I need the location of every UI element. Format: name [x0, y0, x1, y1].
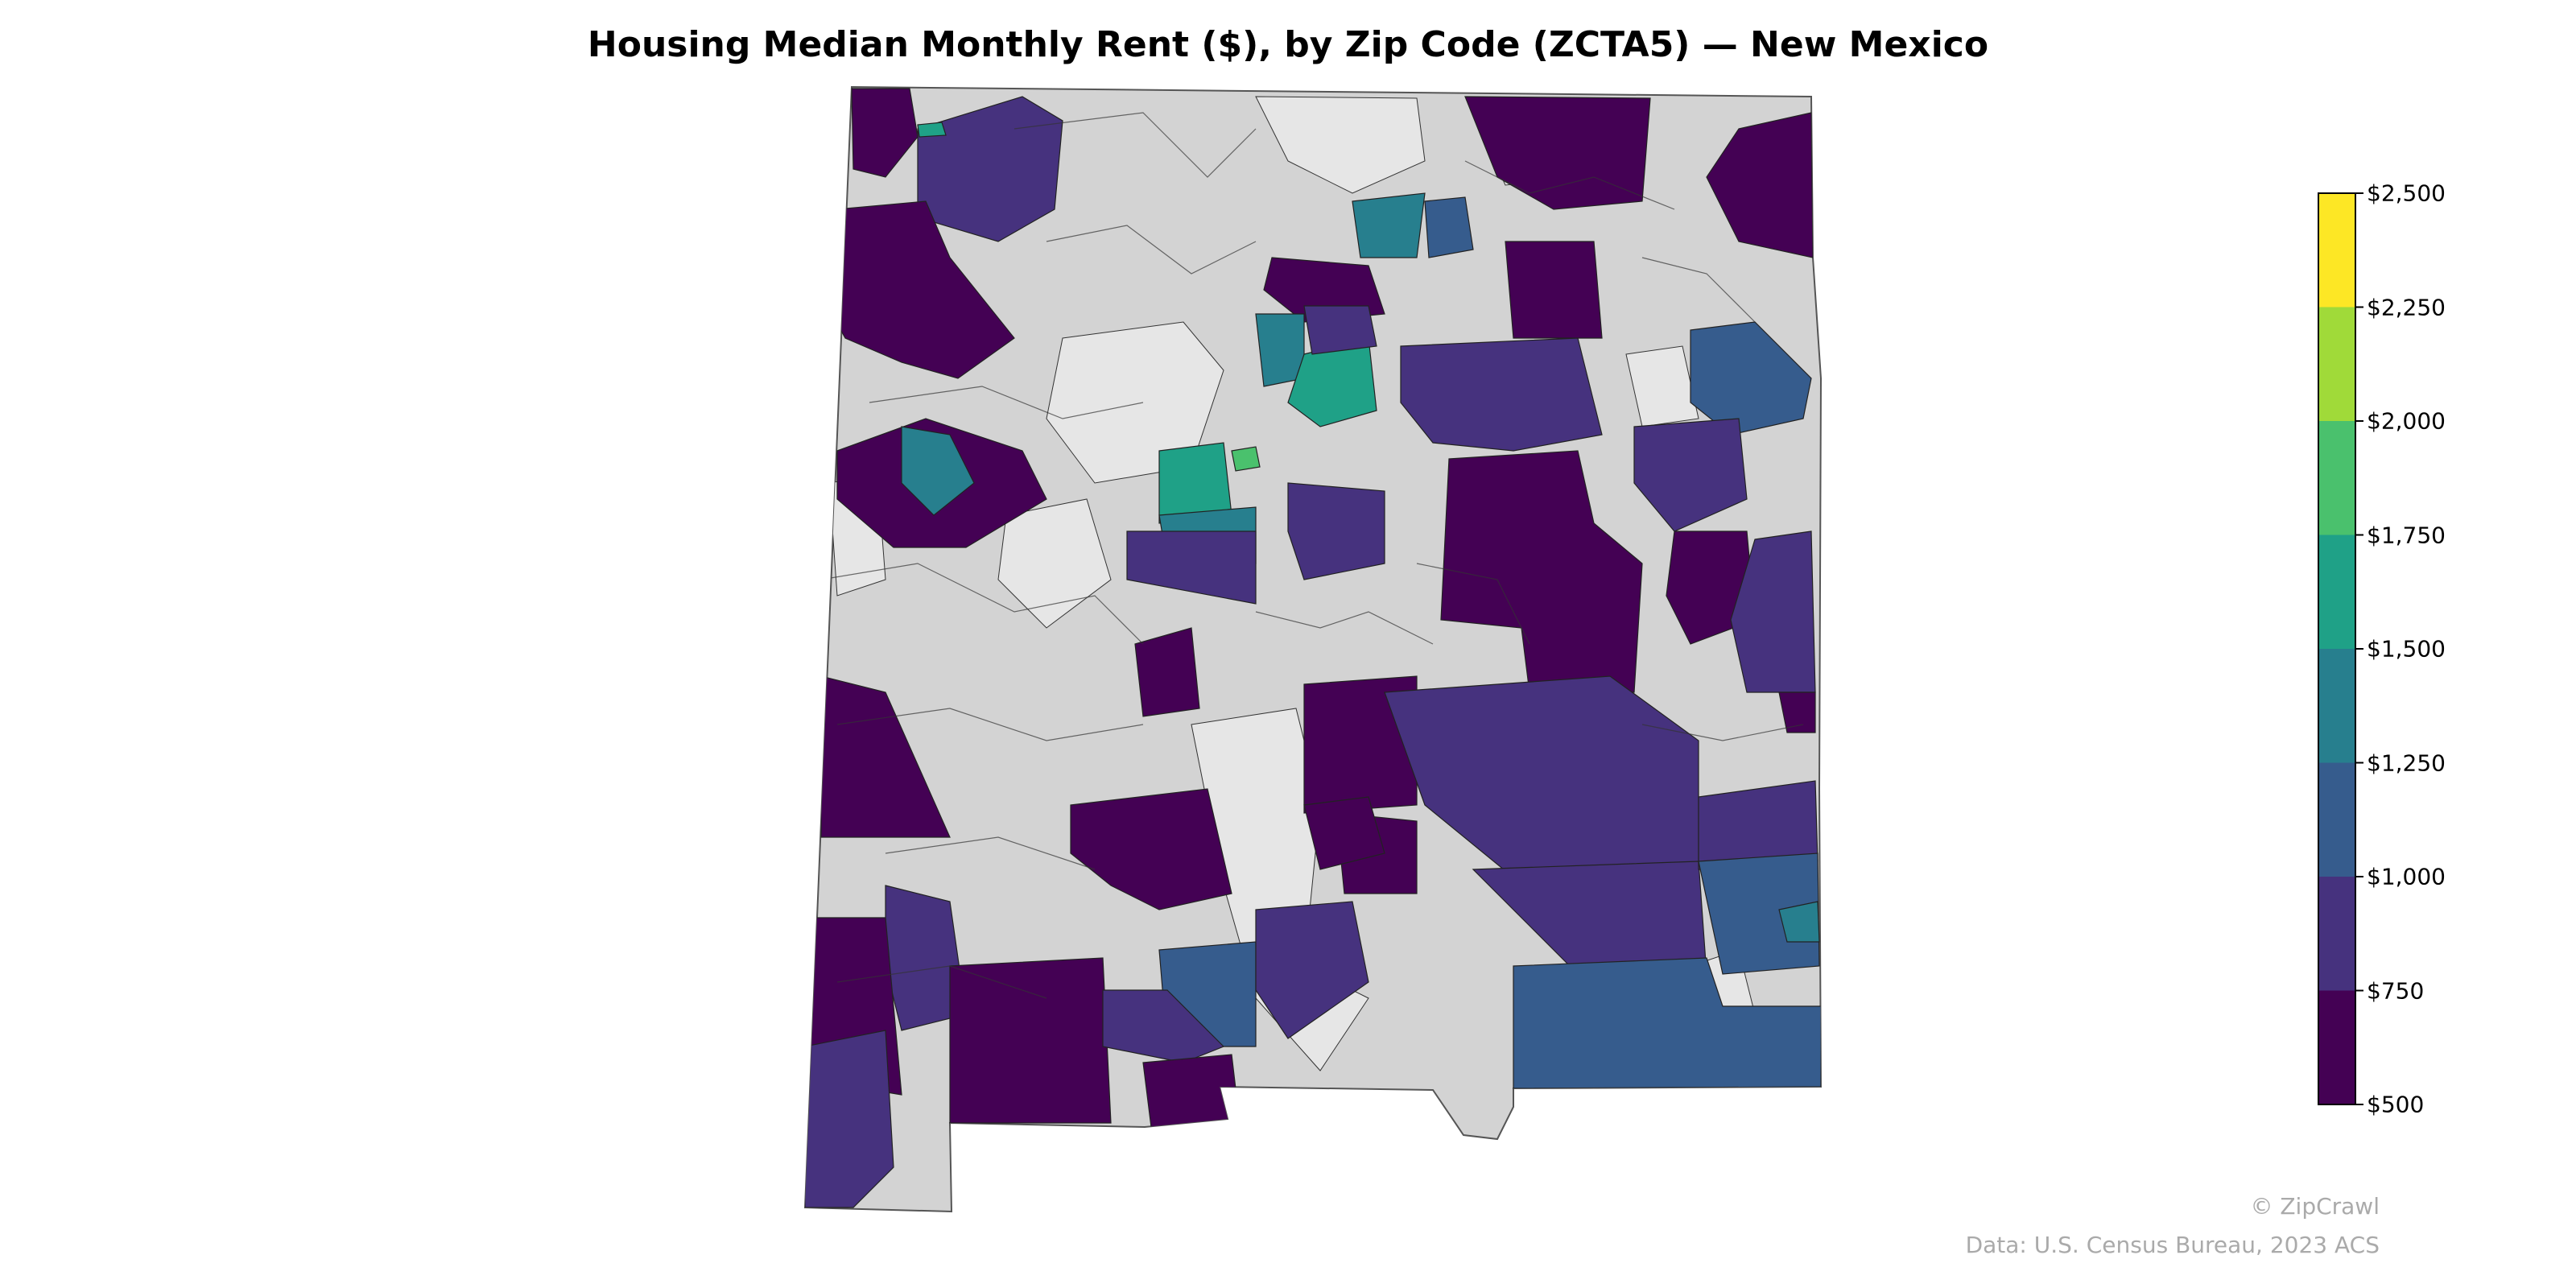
no-data-zone — [1255, 96, 1426, 194]
zip-boundaries — [820, 112, 1804, 999]
colorbar-tick-label: $750 — [2367, 977, 2425, 1004]
zip-region-sunland-park-area[interactable] — [1142, 1054, 1241, 1128]
credit-source: Data: U.S. Census Bureau, 2023 ACS — [1965, 1232, 2380, 1258]
colorbar-segment — [2318, 307, 2355, 421]
zip-region-mora-area[interactable] — [1505, 241, 1603, 339]
zip-region-albuquerque-south[interactable] — [1126, 530, 1257, 605]
zip-region-hobbs-peak[interactable] — [1778, 901, 1820, 943]
zip-region-albuquerque-peak[interactable] — [1231, 446, 1261, 472]
colorbar-tick-label: $1,000 — [2367, 863, 2446, 890]
colorbar-segment — [2318, 649, 2355, 763]
zip-region-portales-area[interactable] — [1778, 691, 1816, 733]
zip-region-deming-area[interactable] — [949, 957, 1112, 1124]
zip-region-east-mountains[interactable] — [1287, 482, 1385, 580]
no-data-zone — [997, 498, 1112, 629]
colorbar-segment — [2318, 877, 2355, 991]
zip-region-logan-area[interactable] — [1633, 418, 1748, 532]
colorbar-tick-label: $2,000 — [2367, 407, 2446, 435]
colorbar-tick-label: $1,500 — [2367, 635, 2446, 663]
zip-region-taos-ski-area[interactable] — [1424, 196, 1474, 258]
zip-region-taos-area[interactable] — [1352, 192, 1426, 258]
colorbar-segment — [2318, 762, 2355, 877]
zip-region-las-cruces-south[interactable] — [1102, 989, 1225, 1063]
zip-region-northwest-corner[interactable] — [851, 88, 919, 178]
zip-region-clayton-area[interactable] — [1706, 112, 1814, 258]
zip-region-santa-fe-east[interactable] — [1303, 305, 1377, 355]
zip-region-aztec-area[interactable] — [917, 122, 947, 138]
colorbar-segment — [2318, 990, 2355, 1104]
map-title: Housing Median Monthly Rent ($), by Zip … — [587, 24, 1989, 65]
zip-region-grants-area[interactable] — [901, 426, 975, 516]
colorbar-tick-label: $1,750 — [2367, 522, 2446, 548]
colorbar — [2318, 192, 2363, 1105]
no-data-zone — [1625, 345, 1699, 427]
zip-region-hobbs-north[interactable] — [1698, 852, 1820, 975]
zip-region-bootheel-area[interactable] — [805, 1030, 894, 1208]
colorbar-tick-label: $500 — [2367, 1091, 2425, 1118]
zip-region-truth-or-consequences-area[interactable] — [1070, 788, 1232, 910]
zip-region-socorro-area[interactable] — [1134, 627, 1200, 717]
colorbar-tick-label: $2,250 — [2367, 294, 2446, 320]
colorbar-segment — [2318, 535, 2355, 649]
zip-region-carlsbad-area[interactable] — [1513, 957, 1821, 1089]
colorbar-tick-label: $2,500 — [2367, 180, 2446, 207]
colorbar-segment — [2318, 421, 2355, 535]
zip-region-tularosa-area[interactable] — [1303, 796, 1385, 870]
colorbar-segment — [2318, 193, 2355, 308]
zip-region-west-edge-area[interactable] — [1303, 675, 1418, 814]
zip-region-alamogordo-area[interactable] — [1255, 901, 1369, 1039]
zip-region-santa-rosa-area[interactable] — [1440, 450, 1643, 693]
zip-region-las-vegas-area[interactable] — [1400, 337, 1603, 452]
credit-brand: © ZipCrawl — [2250, 1193, 2380, 1220]
colorbar-tick-label: $1,250 — [2367, 749, 2446, 776]
